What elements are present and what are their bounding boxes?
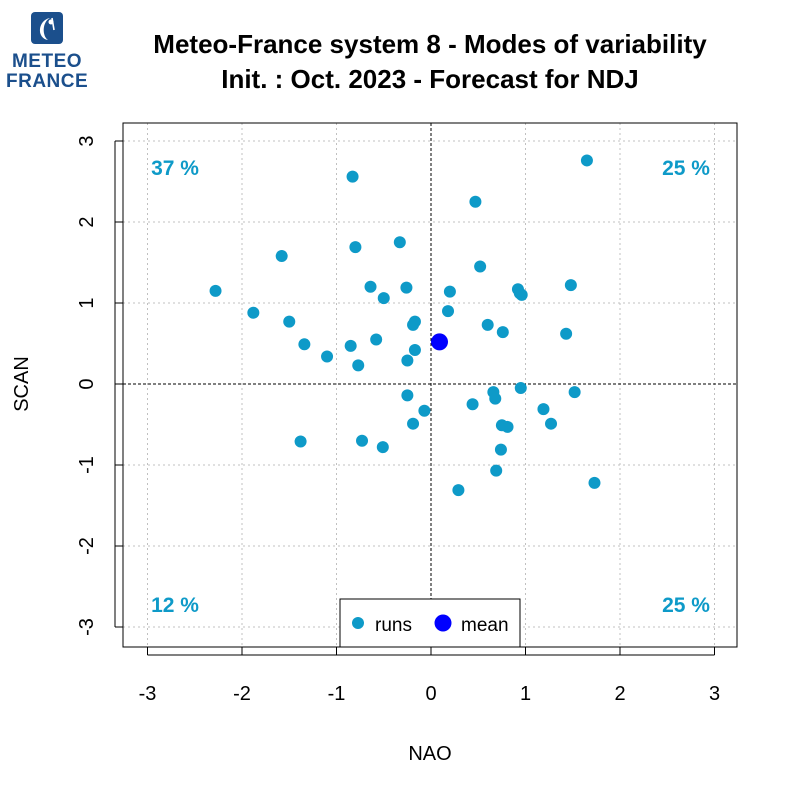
- legend-mean-label: mean: [461, 615, 509, 636]
- run-point: [418, 404, 431, 417]
- axis-ticks: -3 -2 -1 0 1 2 3 -3 -2 -1 0 1 2 3: [76, 135, 720, 705]
- run-point: [401, 354, 414, 367]
- run-point: [376, 441, 389, 454]
- y-tick-label: -1: [76, 456, 98, 474]
- y-tick-label: 3: [76, 135, 98, 146]
- y-tick-label: 0: [76, 378, 98, 389]
- quadrant-labels: 37 % 25 % 12 % 25 %: [151, 157, 710, 617]
- quadrant-label-top-right: 25 %: [662, 157, 710, 180]
- run-point: [400, 281, 413, 294]
- x-tick-label: -1: [328, 683, 346, 705]
- plot-area-border: [122, 122, 738, 648]
- x-tick-label: 1: [520, 683, 531, 705]
- run-point: [294, 435, 307, 448]
- run-point: [344, 339, 357, 352]
- run-point: [321, 350, 334, 363]
- x-tick-label: 2: [614, 683, 625, 705]
- run-point: [370, 333, 383, 346]
- run-point: [474, 260, 487, 273]
- chart-title: Meteo-France system 8 - Modes of variabi…: [153, 29, 707, 59]
- x-tick-label: 0: [425, 683, 436, 705]
- run-point: [513, 287, 526, 300]
- grid-lines: [123, 123, 737, 647]
- y-axis-label: SCAN: [11, 356, 33, 412]
- run-point: [283, 315, 296, 328]
- y-tick-label: 2: [76, 216, 98, 227]
- x-tick-label: 3: [709, 683, 720, 705]
- run-point: [588, 476, 601, 489]
- run-point: [349, 241, 362, 254]
- run-point: [401, 389, 414, 402]
- run-point: [494, 443, 507, 456]
- run-point: [346, 170, 359, 183]
- run-point: [407, 417, 420, 430]
- run-point: [489, 392, 502, 405]
- run-point: [490, 464, 503, 477]
- run-point: [298, 338, 311, 351]
- run-point: [469, 195, 482, 208]
- run-point: [537, 403, 550, 416]
- legend-runs-label: runs: [375, 615, 412, 636]
- legend: runs mean: [339, 598, 521, 648]
- run-point: [496, 326, 509, 339]
- run-point: [209, 284, 222, 297]
- run-point: [568, 386, 581, 399]
- x-tick-label: -2: [233, 683, 251, 705]
- chart-subtitle: Init. : Oct. 2023 - Forecast for NDJ: [221, 64, 639, 94]
- y-tick-label: 1: [76, 297, 98, 308]
- quadrant-label-bottom-right: 25 %: [662, 594, 710, 617]
- meteo-france-logo-icon: [31, 12, 63, 44]
- quadrant-label-bottom-left: 12 %: [151, 594, 199, 617]
- run-point: [514, 382, 527, 395]
- x-tick-label: -3: [139, 683, 157, 705]
- legend-runs-marker: [352, 617, 364, 629]
- quadrant-label-top-left: 37 %: [151, 157, 199, 180]
- legend-box: [339, 598, 521, 648]
- run-point: [580, 154, 593, 167]
- run-point: [247, 306, 260, 319]
- run-point: [377, 292, 390, 305]
- run-point: [393, 236, 406, 249]
- y-tick-label: -3: [76, 618, 98, 636]
- legend-mean-marker: [434, 614, 452, 632]
- run-point: [466, 398, 479, 411]
- run-point: [364, 280, 377, 293]
- run-point: [356, 434, 369, 447]
- data-points: [209, 154, 601, 497]
- logo-text-line2: FRANCE: [6, 71, 89, 92]
- run-point: [407, 318, 420, 331]
- run-point: [408, 343, 421, 356]
- run-point: [564, 279, 577, 292]
- run-point: [560, 327, 573, 340]
- zero-lines: [123, 123, 737, 647]
- x-axis-label: NAO: [408, 743, 451, 765]
- mean-point: [431, 333, 449, 351]
- logo-text-line1: METEO: [11, 51, 83, 72]
- run-point: [545, 417, 558, 430]
- run-point: [442, 305, 455, 318]
- run-point: [501, 420, 514, 433]
- run-point: [481, 318, 494, 331]
- run-point: [452, 484, 465, 497]
- run-point: [443, 285, 456, 298]
- meteo-france-logo: METEO FRANCE: [6, 8, 89, 92]
- y-tick-label: -2: [76, 537, 98, 555]
- run-point: [352, 359, 365, 372]
- run-point: [275, 250, 288, 263]
